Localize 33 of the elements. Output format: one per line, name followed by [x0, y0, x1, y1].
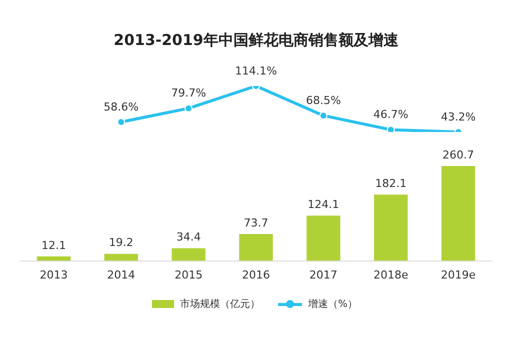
data-label: 12.1	[41, 238, 66, 252]
x-tick-label: 2018e	[373, 268, 408, 282]
x-tick-label: 2014	[107, 268, 136, 282]
x-tick-label: 2019e	[440, 268, 476, 282]
x-tick-label: 2016	[242, 268, 270, 282]
bar	[441, 166, 476, 261]
legend-label: 增速（%）	[308, 298, 358, 311]
data-label: 73.7	[244, 216, 268, 230]
bar	[306, 216, 340, 261]
data-label: 34.4	[176, 230, 201, 244]
data-label: 58.6%	[104, 100, 139, 114]
x-tick-label: 2013	[40, 268, 68, 282]
chart-title: 2013-2019年中国鲜花电商销售额及增速	[114, 30, 400, 49]
data-label: 182.1	[375, 176, 407, 190]
data-label: 79.7%	[171, 86, 206, 100]
data-label: 43.2%	[440, 110, 476, 124]
bar	[374, 194, 408, 261]
point	[319, 112, 328, 120]
point	[386, 126, 395, 132]
data-label: 124.1	[308, 198, 340, 212]
bar	[239, 234, 273, 261]
data-label: 68.5%	[306, 94, 341, 107]
data-label: 114.1%	[235, 64, 277, 78]
x-tick-label: 2017	[309, 268, 338, 282]
bar	[172, 248, 206, 261]
point	[184, 104, 193, 112]
bar	[104, 254, 138, 261]
data-label: 46.7%	[373, 108, 408, 122]
legend-label: 市场规模（亿元）	[180, 298, 260, 311]
bar	[36, 256, 71, 261]
x-tick-label: 2015	[174, 268, 203, 282]
data-label: 19.2	[108, 236, 134, 250]
data-label: 260.7	[442, 148, 474, 162]
